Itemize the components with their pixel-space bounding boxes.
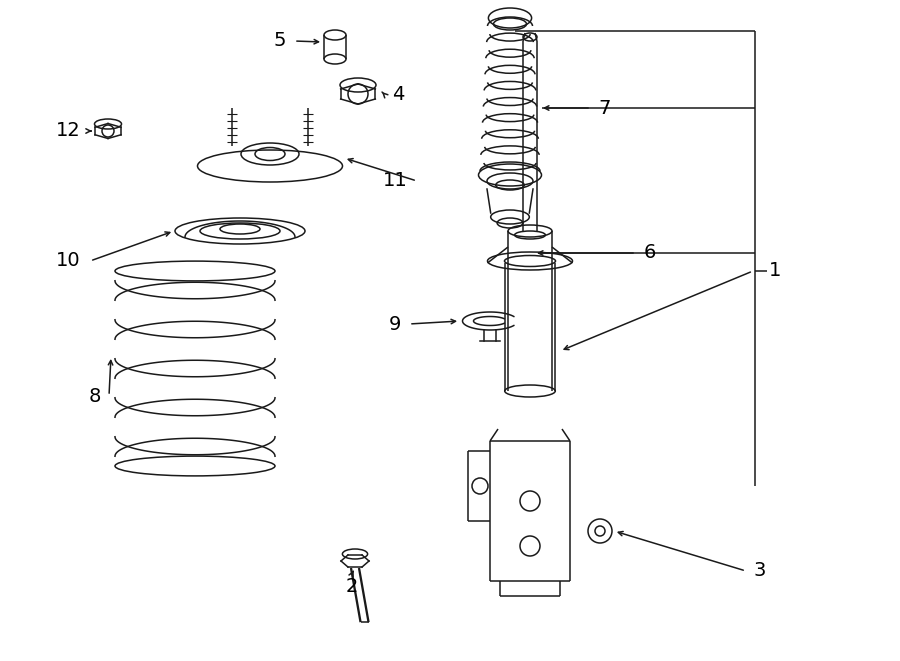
Text: 9: 9 xyxy=(389,315,401,334)
Text: 3: 3 xyxy=(754,561,766,580)
Text: 1: 1 xyxy=(769,262,781,280)
Text: 7: 7 xyxy=(598,98,611,118)
Text: 11: 11 xyxy=(382,171,408,190)
Text: 2: 2 xyxy=(346,576,358,596)
Text: 8: 8 xyxy=(89,387,101,405)
Text: 4: 4 xyxy=(392,85,404,104)
Text: 6: 6 xyxy=(644,243,656,262)
Text: 10: 10 xyxy=(56,251,80,270)
Text: 5: 5 xyxy=(274,32,286,50)
Text: 12: 12 xyxy=(56,122,80,141)
